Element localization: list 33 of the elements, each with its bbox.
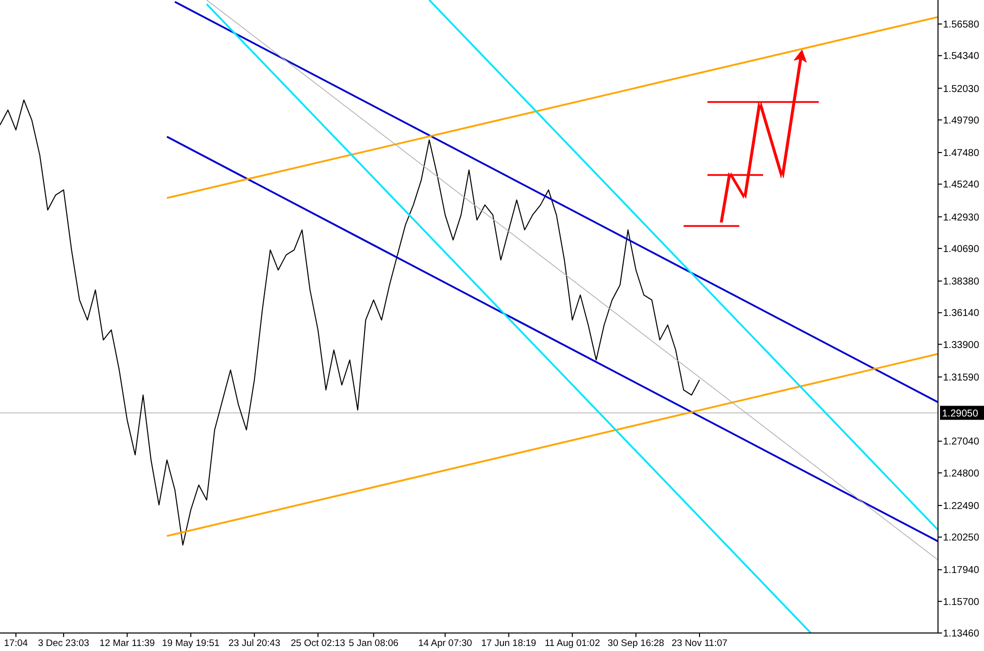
x-tick-label: 17:04 <box>4 638 28 649</box>
y-tick-label: 1.56580 <box>943 20 980 31</box>
line-series <box>0 99 700 546</box>
x-tick-label: 12 Mar 11:39 <box>100 638 155 649</box>
x-tick-label: 23 Nov 11:07 <box>672 638 728 649</box>
y-tick-label: 1.49790 <box>943 115 980 126</box>
y-tick-label: 1.24800 <box>943 468 980 480</box>
y-tick-label: 1.17940 <box>943 565 980 576</box>
x-tick-label: 14 Apr 07:30 <box>418 638 472 649</box>
y-tick-label: 1.47480 <box>943 148 980 160</box>
ref-line-label: 1.29050 <box>942 408 979 420</box>
x-tick-label: 17 Jun 18:19 <box>481 638 536 649</box>
y-tick-label: 1.22490 <box>943 500 980 512</box>
x-tick-label: 3 Dec 23:03 <box>38 638 90 649</box>
y-tick-label: 1.38380 <box>943 276 980 288</box>
y-tick-label: 1.13460 <box>943 628 980 640</box>
y-tick-label: 1.27040 <box>943 436 980 448</box>
x-tick-label: 5 Jan 08:06 <box>348 638 398 649</box>
y-tick-label: 1.42930 <box>943 212 980 224</box>
y-tick-label: 1.33900 <box>943 340 980 351</box>
y-tick-label: 1.31590 <box>943 372 980 384</box>
y-tick-label: 1.36140 <box>943 308 980 320</box>
y-tick-label: 1.54340 <box>943 51 980 62</box>
x-tick-label: 30 Sep 16:28 <box>608 638 664 649</box>
y-tick-label: 1.52030 <box>943 84 980 95</box>
y-tick-label: 1.15700 <box>943 596 980 608</box>
x-tick-label: 11 Aug 01:02 <box>544 638 600 649</box>
y-tick-label: 1.20250 <box>943 532 980 544</box>
x-tick-label: 19 May 19:51 <box>162 638 220 649</box>
x-tick-label: 25 Oct 02:13 <box>290 638 346 649</box>
x-tick-label: 23 Jul 20:43 <box>228 638 280 649</box>
y-tick-label: 1.45240 <box>943 180 980 191</box>
y-tick-label: 1.40690 <box>943 244 980 255</box>
